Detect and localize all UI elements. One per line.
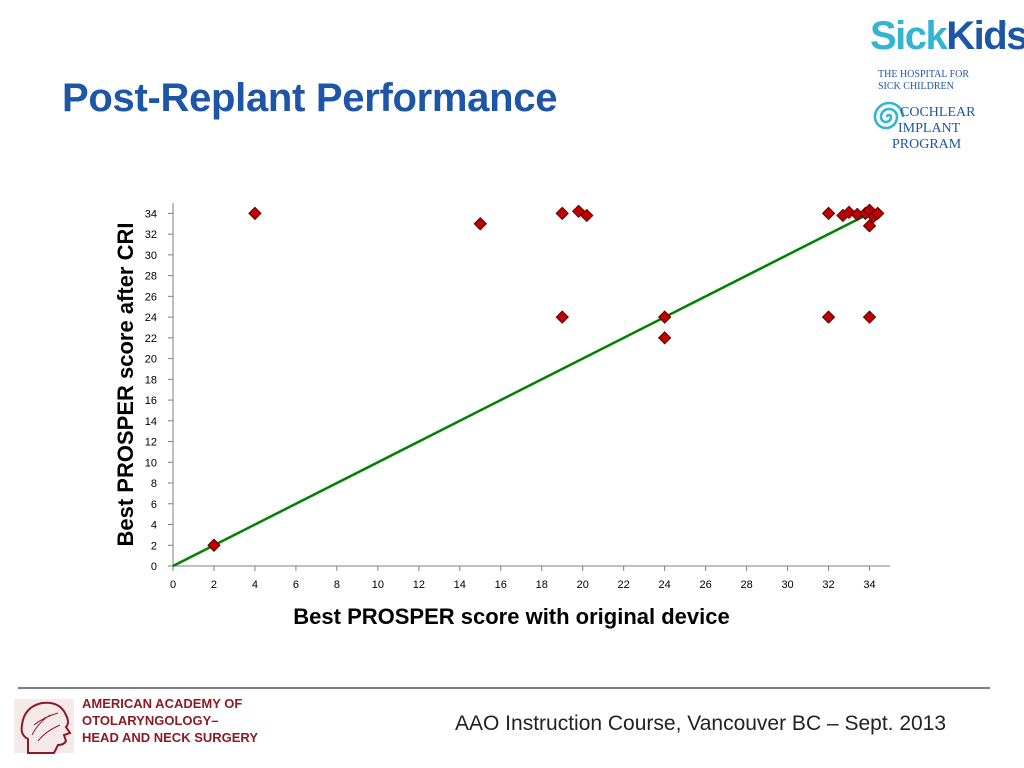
y-tick-label: 14: [145, 416, 157, 428]
sickkids-logo: SickKids ® THE HOSPITAL FOR SICK CHILDRE…: [866, 12, 1024, 162]
sickkids-subtitle-line2: SICK CHILDREN: [878, 81, 954, 92]
data-point: [248, 206, 262, 221]
x-tick-label: 34: [863, 579, 875, 591]
data-point: [580, 208, 594, 223]
program-line3: PROGRAM: [892, 137, 962, 152]
y-tick-label: 18: [145, 374, 157, 386]
x-tick-label: 24: [659, 579, 671, 591]
data-point: [862, 310, 877, 324]
data-point: [821, 206, 836, 221]
x-axis-title: Best PROSPER score with original device: [293, 604, 729, 629]
data-point: [207, 538, 221, 552]
registered-mark: ®: [1000, 20, 1006, 29]
x-tick-label: 4: [252, 579, 258, 591]
data-point: [862, 219, 877, 233]
data-point: [821, 310, 836, 324]
y-tick-label: 26: [145, 291, 157, 303]
aao-line2: OTOLARYNGOLOGY–: [82, 713, 219, 728]
footer-caption: AAO Instruction Course, Vancouver BC – S…: [455, 712, 947, 735]
aao-logo: AMERICAN ACADEMY OF OTOLARYNGOLOGY– HEAD…: [14, 695, 264, 757]
aao-line3: HEAD AND NECK SURGERY: [82, 730, 258, 745]
x-tick-label: 26: [700, 579, 712, 591]
head-profile-icon: [14, 699, 74, 754]
x-tick-label: 22: [618, 579, 630, 591]
y-tick-label: 34: [145, 208, 157, 220]
data-point: [555, 310, 569, 324]
y-tick-label: 20: [145, 354, 157, 366]
cochlear-swirl-icon: [873, 101, 905, 130]
y-tick-label: 6: [151, 499, 157, 511]
y-tick-label: 12: [145, 437, 157, 449]
y-tick-label: 24: [145, 312, 157, 324]
y-tick-label: 2: [151, 540, 157, 552]
x-tick-label: 30: [781, 579, 793, 591]
y-tick-label: 28: [145, 271, 157, 283]
x-tick-label: 18: [536, 579, 548, 591]
sickkids-wordmark: SickKids: [870, 16, 1024, 56]
sickkids-wordmark-sick: Sick: [870, 14, 948, 58]
x-tick-label: 28: [740, 579, 752, 591]
x-tick-label: 12: [413, 579, 425, 591]
x-tick-label: 0: [170, 579, 176, 591]
y-tick-label: 4: [151, 520, 157, 532]
x-tick-label: 14: [454, 579, 466, 591]
data-point: [871, 206, 885, 221]
x-tick-label: 10: [372, 579, 384, 591]
trend-line: [172, 208, 879, 568]
x-tick-label: 20: [577, 579, 589, 591]
x-tick-label: 2: [211, 579, 217, 591]
footer-divider: [18, 687, 990, 689]
program-line2: IMPLANT: [898, 121, 961, 136]
cochlear-program-label: COCHLEAR IMPLANT PROGRAM: [892, 105, 975, 153]
y-tick-label: 8: [151, 478, 157, 490]
y-tick-label: 16: [145, 395, 157, 407]
data-point: [657, 310, 672, 324]
aao-line1: AMERICAN ACADEMY OF: [82, 696, 243, 711]
x-tick-label: 16: [495, 579, 507, 591]
y-tick-label: 10: [145, 457, 157, 469]
y-tick-label: 32: [145, 229, 157, 241]
y-tick-label: 0: [151, 561, 157, 573]
y-tick-label: 30: [145, 250, 157, 262]
sickkids-subtitle: THE HOSPITAL FOR SICK CHILDREN: [878, 69, 969, 93]
program-line1: COCHLEAR: [900, 105, 976, 120]
data-point: [555, 206, 569, 221]
y-tick-label: 22: [145, 333, 157, 345]
sickkids-subtitle-line1: THE HOSPITAL FOR: [878, 69, 970, 80]
x-tick-label: 32: [822, 579, 834, 591]
sickkids-wordmark-kids: Kids: [946, 14, 1024, 58]
x-tick-label: 8: [334, 579, 340, 591]
data-point: [473, 217, 487, 231]
aao-name: AMERICAN ACADEMY OF OTOLARYNGOLOGY– HEAD…: [82, 695, 258, 746]
x-tick-label: 6: [293, 579, 299, 591]
y-axis-title: Best PROSPER score after CRI: [113, 223, 138, 547]
data-point: [657, 331, 672, 345]
slide-title: Post-Replant Performance: [62, 76, 558, 120]
